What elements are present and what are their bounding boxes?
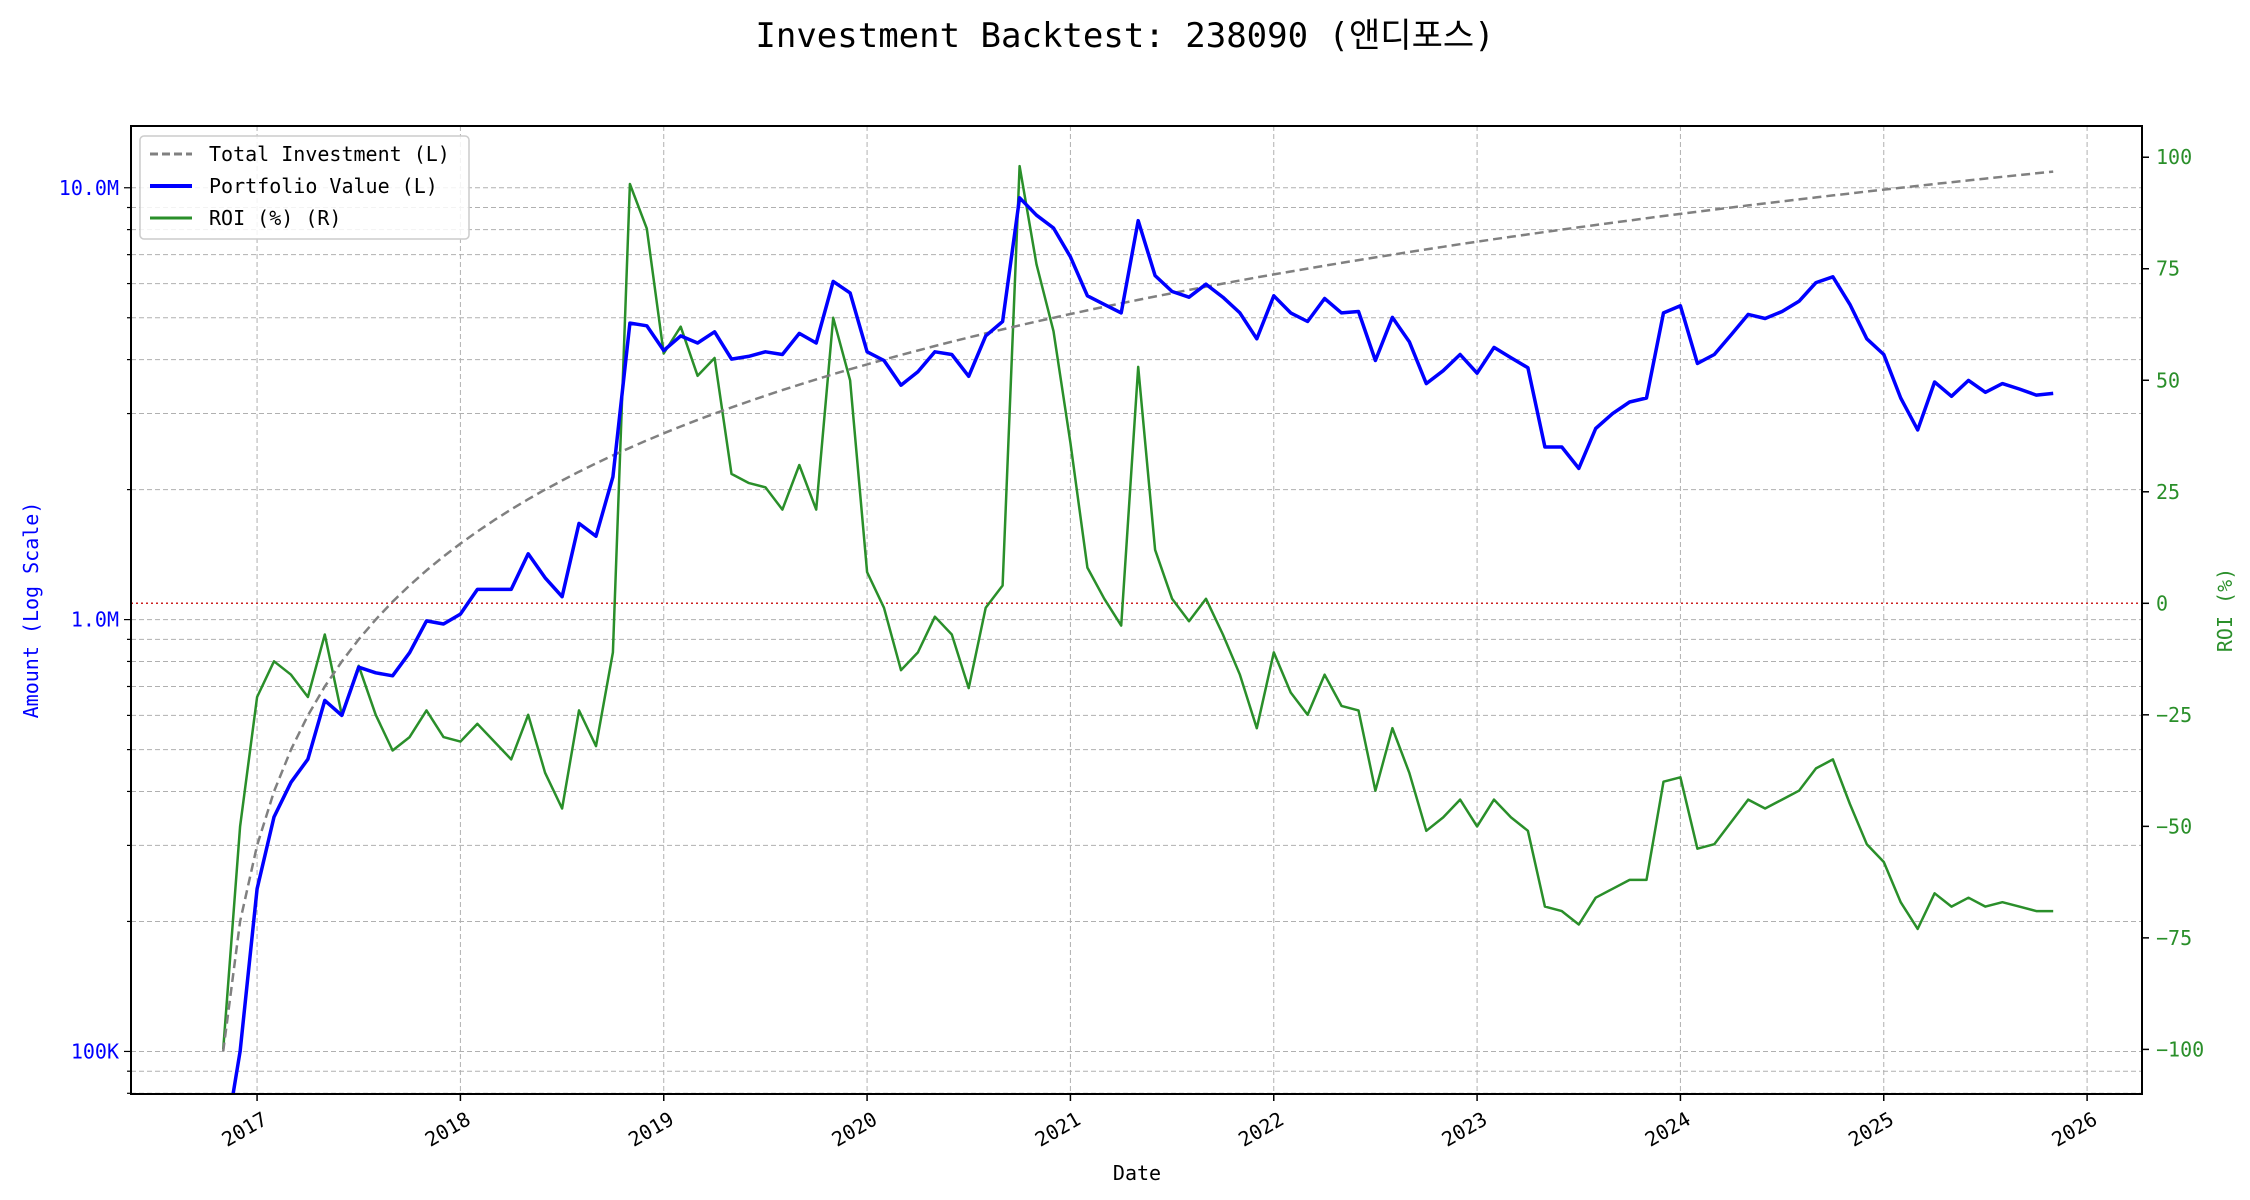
portfolio-value-line (231, 196, 2054, 1094)
left-y-axis-label: Amount (Log Scale) (19, 502, 43, 719)
x-axis-label: Date (1113, 1161, 1161, 1185)
right-y-tick-label: −50 (2156, 814, 2192, 838)
legend-box (139, 135, 470, 240)
left-y-tick-label: 1.0M (71, 608, 119, 632)
right-y-tick-label: −100 (2156, 1037, 2204, 1061)
legend-label-portfolio-value: Portfolio Value (L) (209, 174, 438, 198)
roi-line (221, 164, 2054, 1050)
right-y-tick-label: −75 (2156, 926, 2192, 950)
legend-label-total-investment: Total Investment (L) (209, 142, 450, 166)
right-y-tick-label: 75 (2156, 257, 2180, 281)
x-tick-label: 2019 (624, 1107, 678, 1152)
total-investment-line (221, 170, 2054, 1052)
x-tick-label: 2022 (1234, 1107, 1288, 1152)
x-tick-label: 2017 (217, 1107, 271, 1152)
legend: Total Investment (L) Portfolio Value (L)… (139, 135, 470, 240)
legend-label-roi: ROI (%) (R) (209, 206, 341, 230)
series-lines (221, 164, 2054, 1094)
left-y-axis: 100K 1.0M 10.0M (59, 176, 131, 1094)
x-tick-label: 2024 (1641, 1107, 1695, 1152)
right-y-tick-label: 25 (2156, 480, 2180, 504)
right-y-tick-label: 100 (2156, 145, 2192, 169)
right-y-axis-label: ROI (%) (2213, 568, 2237, 652)
grid-lines (131, 126, 2142, 1094)
x-tick-label: 2018 (421, 1107, 475, 1152)
x-tick-label: 2021 (1031, 1107, 1085, 1152)
x-tick-label: 2020 (827, 1107, 881, 1152)
plot-frame (130, 125, 2143, 1095)
right-y-tick-label: 0 (2156, 591, 2168, 615)
left-y-tick-label: 100K (71, 1039, 119, 1063)
x-tick-label: 2025 (1844, 1107, 1898, 1152)
right-y-axis: −100 −75 −50 −25 0 25 50 75 100 (2142, 145, 2204, 1061)
right-y-tick-label: 50 (2156, 368, 2180, 392)
x-tick-label: 2026 (2047, 1107, 2101, 1152)
left-y-tick-label: 10.0M (59, 176, 119, 200)
chart-title: Investment Backtest: 238090 (앤디포스) (755, 16, 1494, 56)
right-y-tick-label: −25 (2156, 703, 2192, 727)
x-axis: 2017 2018 2019 2020 2021 2022 2023 2024 2025 2026 (217, 1094, 2101, 1152)
x-tick-label: 2023 (1437, 1107, 1491, 1152)
